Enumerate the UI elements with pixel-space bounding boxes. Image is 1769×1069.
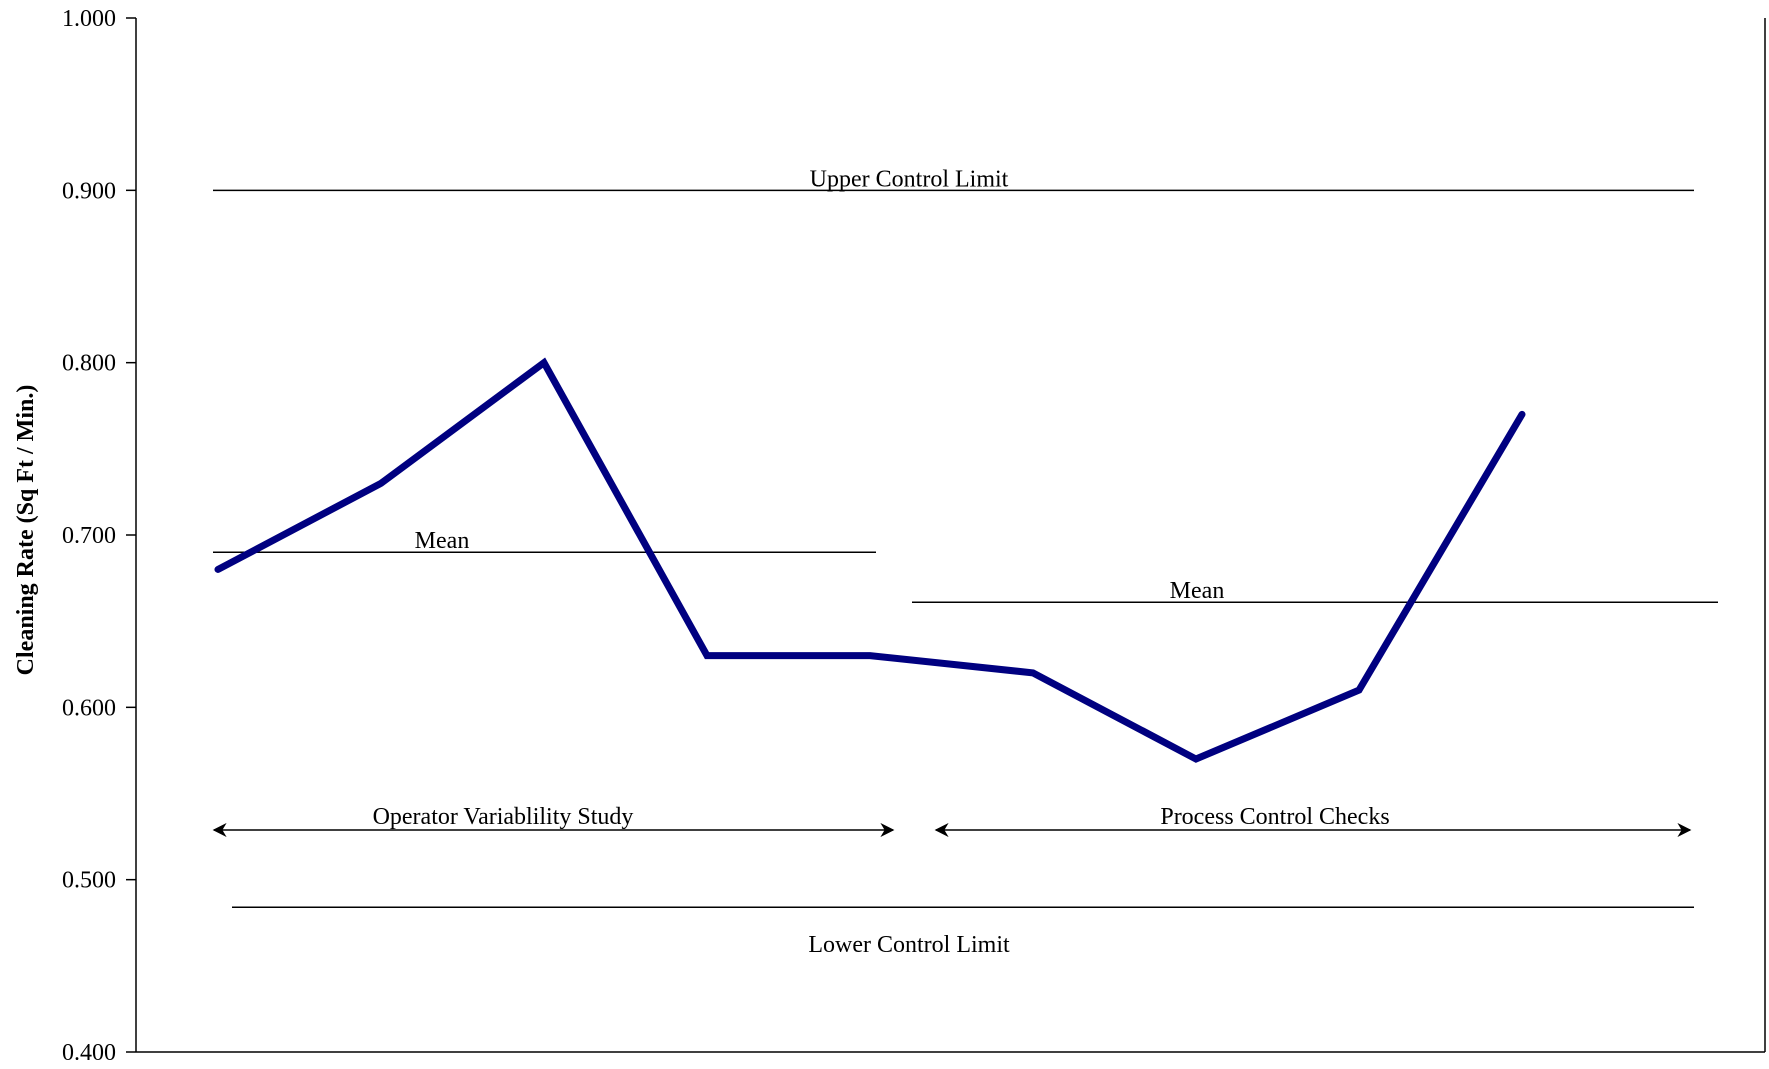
y-tick-label: 0.900: [62, 178, 116, 204]
y-tick-label: 0.700: [62, 523, 116, 549]
y-tick-label: 0.500: [62, 868, 116, 894]
operator-study-label: Operator Variablility Study: [373, 804, 634, 830]
series-group: [218, 363, 1522, 760]
y-tick-label: 0.400: [62, 1040, 116, 1064]
series-line: [218, 363, 1522, 759]
y-axis-title: Cleaning Rate (Sq Ft / Min.): [13, 385, 39, 676]
range-annotations: Operator Variablility Study Process Contr…: [214, 804, 1690, 830]
y-tick-label: 0.600: [62, 695, 116, 721]
upper-control-limit-label: Upper Control Limit: [810, 166, 1009, 192]
y-tick-label: 0.800: [62, 351, 116, 377]
reference-lines: Upper Control Limit Lower Control Limit Me…: [213, 166, 1718, 958]
process-checks-label: Process Control Checks: [1160, 804, 1389, 830]
lower-control-limit-label: Lower Control Limit: [808, 932, 1010, 958]
mean-label-operator-study: Mean: [415, 528, 470, 554]
mean-label-process-checks: Mean: [1170, 578, 1225, 604]
y-tick-label: 1.000: [62, 6, 116, 32]
y-axis: 0.400 0.500 0.600 0.700 0.800 0.900 1.000: [62, 6, 1765, 1064]
